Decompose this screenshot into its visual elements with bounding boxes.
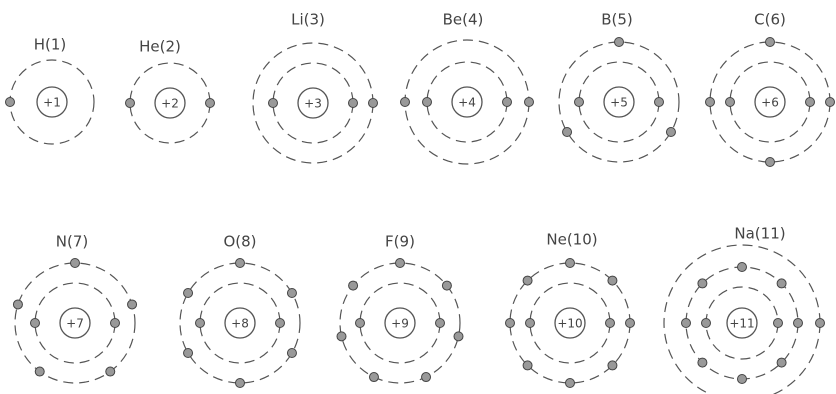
- electron: [276, 319, 285, 328]
- nucleus-charge: +5: [610, 96, 628, 110]
- electron: [777, 279, 786, 288]
- nucleus-charge: +4: [458, 96, 476, 110]
- electron: [575, 98, 584, 107]
- electron: [184, 349, 193, 358]
- electron: [349, 99, 358, 108]
- electron: [128, 300, 137, 309]
- electron: [816, 319, 825, 328]
- electron: [206, 99, 215, 108]
- electron: [454, 332, 463, 341]
- electron: [236, 259, 245, 268]
- electron: [777, 358, 786, 367]
- electron: [269, 99, 278, 108]
- atom-label: B(5): [601, 11, 633, 29]
- electron: [766, 158, 775, 167]
- electron: [31, 319, 40, 328]
- electron: [774, 319, 783, 328]
- electron: [826, 98, 835, 107]
- atom-label: H(1): [34, 36, 67, 54]
- atom-label: Li(3): [291, 11, 325, 29]
- electron: [526, 319, 535, 328]
- electron: [806, 98, 815, 107]
- nucleus-charge: +2: [161, 97, 179, 111]
- electron: [236, 379, 245, 388]
- electron: [606, 319, 615, 328]
- electron: [422, 373, 431, 382]
- electron: [71, 259, 80, 268]
- electron: [106, 367, 115, 376]
- electron: [13, 300, 22, 309]
- electron: [6, 98, 15, 107]
- electron: [126, 99, 135, 108]
- electron: [35, 367, 44, 376]
- electron: [396, 259, 405, 268]
- electron: [738, 375, 747, 384]
- electron: [184, 289, 193, 298]
- electron: [794, 319, 803, 328]
- electron: [436, 319, 445, 328]
- atom-label: Na(11): [734, 225, 785, 243]
- electron: [615, 38, 624, 47]
- nucleus-charge: +6: [761, 96, 779, 110]
- electron: [698, 279, 707, 288]
- electron: [523, 361, 532, 370]
- atom-label: He(2): [139, 38, 181, 56]
- electron: [503, 98, 512, 107]
- electron: [766, 38, 775, 47]
- electron: [702, 319, 711, 328]
- electron: [523, 276, 532, 285]
- electron: [287, 289, 296, 298]
- nucleus-charge: +3: [304, 97, 322, 111]
- electron: [423, 98, 432, 107]
- electron: [706, 98, 715, 107]
- electron: [525, 98, 534, 107]
- atom-label: Be(4): [443, 11, 484, 29]
- electron: [566, 379, 575, 388]
- nucleus-charge: +11: [729, 317, 754, 331]
- electron: [196, 319, 205, 328]
- electron: [369, 373, 378, 382]
- electron: [738, 263, 747, 272]
- electron: [442, 281, 451, 290]
- electron: [608, 361, 617, 370]
- nucleus-charge: +10: [557, 317, 582, 331]
- electron: [726, 98, 735, 107]
- atom-label: C(6): [754, 11, 786, 29]
- atom-label: Ne(10): [546, 231, 597, 249]
- electron: [608, 276, 617, 285]
- electron: [698, 358, 707, 367]
- electron: [356, 319, 365, 328]
- electron: [506, 319, 515, 328]
- atom-diagram: H(1) +1 He(2) +2 Li(3) +3 Be(4) +4 B(5) +5 C(6) +6 N…: [0, 0, 836, 394]
- electron: [566, 259, 575, 268]
- atom-label: O(8): [223, 233, 256, 251]
- nucleus-charge: +8: [231, 317, 249, 331]
- electron: [337, 332, 346, 341]
- electron: [111, 319, 120, 328]
- nucleus-charge: +9: [391, 317, 409, 331]
- electron: [369, 99, 378, 108]
- electron: [349, 281, 358, 290]
- atom-label: N(7): [56, 233, 88, 251]
- atom-label: F(9): [385, 233, 415, 251]
- nucleus-charge: +7: [66, 317, 84, 331]
- electron: [682, 319, 691, 328]
- nucleus-charge: +1: [43, 96, 61, 110]
- electron: [655, 98, 664, 107]
- electron: [666, 128, 675, 137]
- electron: [401, 98, 410, 107]
- electron: [563, 128, 572, 137]
- electron: [287, 349, 296, 358]
- electron: [626, 319, 635, 328]
